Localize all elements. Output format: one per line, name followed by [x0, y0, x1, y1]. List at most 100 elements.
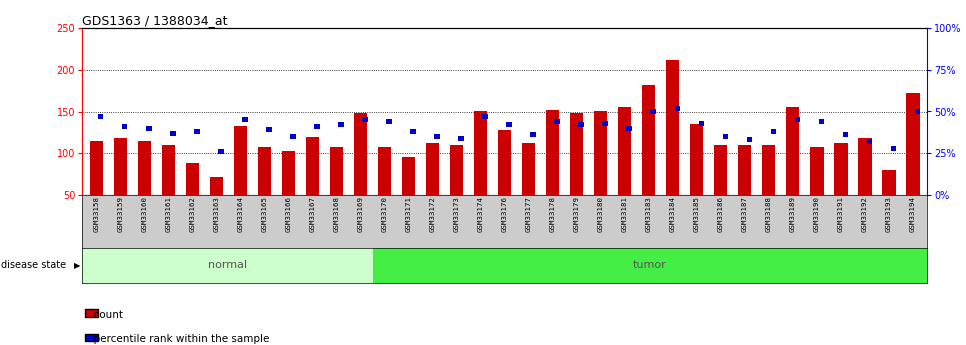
- Bar: [738, 145, 752, 195]
- Bar: [186, 163, 199, 195]
- Bar: [411, 129, 415, 134]
- Bar: [546, 110, 559, 195]
- Bar: [123, 124, 128, 129]
- Bar: [267, 127, 271, 132]
- Bar: [459, 136, 464, 141]
- Text: GSM33194: GSM33194: [910, 196, 916, 232]
- Bar: [474, 111, 487, 195]
- Bar: [714, 145, 727, 195]
- Text: count: count: [87, 310, 123, 320]
- Text: GSM33159: GSM33159: [118, 196, 124, 232]
- Bar: [373, 248, 927, 283]
- Text: GSM33161: GSM33161: [165, 196, 172, 232]
- Bar: [355, 113, 367, 195]
- Text: GSM33180: GSM33180: [598, 196, 604, 232]
- Bar: [90, 141, 103, 195]
- Bar: [859, 138, 871, 195]
- Bar: [579, 122, 583, 127]
- Bar: [698, 121, 704, 126]
- Bar: [99, 114, 103, 119]
- Bar: [818, 119, 824, 124]
- Text: GSM33163: GSM33163: [213, 196, 219, 232]
- Bar: [282, 151, 296, 195]
- Text: GSM33189: GSM33189: [790, 196, 796, 232]
- Bar: [218, 149, 223, 154]
- Bar: [915, 109, 920, 114]
- Text: GSM33178: GSM33178: [550, 196, 555, 232]
- Bar: [810, 147, 823, 195]
- Text: GSM33160: GSM33160: [142, 196, 148, 232]
- Bar: [674, 106, 680, 111]
- Text: GSM33174: GSM33174: [478, 196, 484, 232]
- Bar: [450, 145, 464, 195]
- Bar: [330, 147, 343, 195]
- Bar: [594, 111, 608, 195]
- Text: tumor: tumor: [633, 260, 667, 270]
- Text: disease state: disease state: [1, 260, 66, 270]
- Bar: [691, 124, 703, 195]
- Text: GSM33169: GSM33169: [357, 196, 363, 232]
- Bar: [258, 147, 271, 195]
- Text: GSM33188: GSM33188: [766, 196, 772, 232]
- Text: GSM33173: GSM33173: [454, 196, 460, 232]
- Text: GSM33176: GSM33176: [501, 196, 508, 232]
- Text: GSM33183: GSM33183: [646, 196, 652, 232]
- Bar: [234, 126, 247, 195]
- Bar: [426, 143, 440, 195]
- Bar: [618, 107, 632, 195]
- Text: GSM33168: GSM33168: [333, 196, 340, 232]
- Text: GSM33158: GSM33158: [94, 196, 99, 232]
- Bar: [530, 132, 536, 137]
- Text: GSM33181: GSM33181: [622, 196, 628, 232]
- Bar: [82, 248, 373, 283]
- Bar: [723, 134, 727, 139]
- Text: GSM33177: GSM33177: [526, 196, 531, 232]
- Text: GSM33193: GSM33193: [886, 196, 892, 232]
- Bar: [146, 126, 152, 131]
- Bar: [842, 132, 848, 137]
- Bar: [906, 93, 920, 195]
- Bar: [795, 117, 800, 122]
- Bar: [762, 145, 776, 195]
- Bar: [650, 109, 656, 114]
- Text: GSM33179: GSM33179: [574, 196, 580, 232]
- Bar: [882, 170, 895, 195]
- Bar: [642, 85, 655, 195]
- Bar: [771, 129, 776, 134]
- Text: GSM33165: GSM33165: [262, 196, 268, 232]
- Text: GSM33167: GSM33167: [310, 196, 316, 232]
- Text: GSM33172: GSM33172: [430, 196, 436, 232]
- Bar: [242, 117, 247, 122]
- Bar: [362, 117, 368, 122]
- Bar: [162, 145, 175, 195]
- Text: GDS1363 / 1388034_at: GDS1363 / 1388034_at: [82, 14, 228, 27]
- Bar: [603, 121, 608, 126]
- Bar: [570, 113, 583, 195]
- Bar: [306, 137, 319, 195]
- Bar: [138, 141, 151, 195]
- Bar: [194, 129, 200, 134]
- Bar: [554, 119, 559, 124]
- Text: normal: normal: [208, 260, 247, 270]
- Text: GSM33185: GSM33185: [694, 196, 699, 232]
- Bar: [435, 134, 440, 139]
- Bar: [835, 143, 847, 195]
- Bar: [786, 107, 800, 195]
- Bar: [114, 138, 128, 195]
- Bar: [402, 157, 415, 195]
- Bar: [667, 60, 679, 195]
- Bar: [498, 130, 511, 195]
- Bar: [291, 134, 296, 139]
- Bar: [378, 147, 391, 195]
- Text: GSM33166: GSM33166: [286, 196, 292, 232]
- Text: GSM33170: GSM33170: [382, 196, 387, 232]
- Text: GSM33187: GSM33187: [742, 196, 748, 232]
- Text: GSM33184: GSM33184: [669, 196, 676, 232]
- Text: ▶: ▶: [74, 261, 81, 270]
- Text: GSM33192: GSM33192: [862, 196, 867, 232]
- Bar: [891, 146, 895, 151]
- Text: GSM33191: GSM33191: [838, 196, 844, 232]
- Text: GSM33190: GSM33190: [814, 196, 820, 232]
- Text: GSM33164: GSM33164: [238, 196, 243, 232]
- Bar: [386, 119, 391, 124]
